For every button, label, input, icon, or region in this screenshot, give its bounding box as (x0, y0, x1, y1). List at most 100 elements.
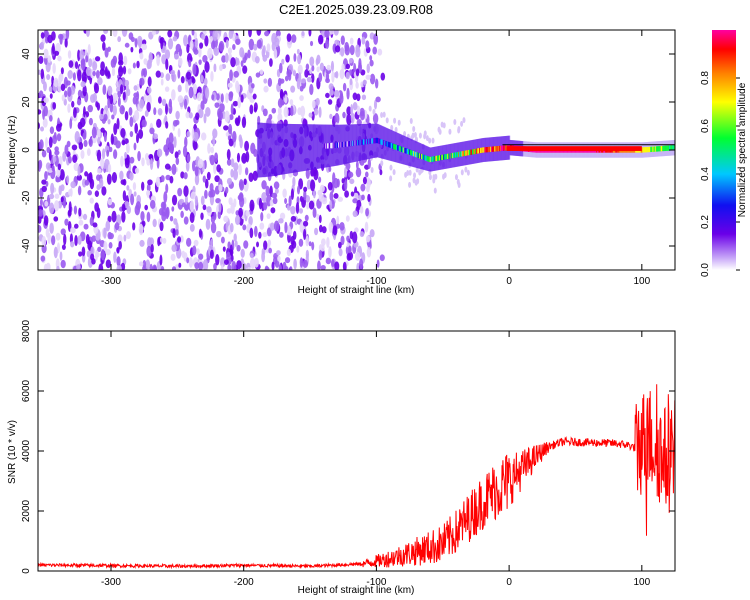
noise-cell (105, 220, 111, 232)
noise-cell (224, 52, 229, 64)
snr-x-label: Height of straight line (km) (298, 585, 415, 596)
noise-cell (56, 265, 60, 270)
spectrogram-ytick-label: 0 (21, 147, 32, 153)
noise-cell (243, 178, 247, 186)
noise-cell (96, 174, 101, 181)
noise-cell (232, 100, 239, 107)
noise-cell (220, 93, 224, 103)
noise-cell (59, 34, 63, 45)
noise-cell (280, 99, 284, 106)
noise-cell (306, 76, 312, 83)
noise-cell (353, 192, 359, 200)
noise-cell (44, 200, 49, 207)
noise-cell (41, 185, 47, 193)
noise-cell (156, 54, 160, 67)
noise-cell (54, 193, 60, 199)
noise-cell (146, 190, 151, 197)
noise-cell (40, 32, 45, 39)
noise-cell (271, 32, 277, 45)
noise-cell (51, 42, 55, 55)
snr-xtick-label: -300 (101, 577, 121, 588)
noise-cell (311, 111, 315, 121)
noise-cell (254, 225, 258, 238)
noise-cell (411, 132, 415, 139)
noise-cell (359, 258, 364, 270)
noise-cell (349, 37, 354, 45)
noise-cell (124, 157, 130, 169)
noise-cell (316, 213, 320, 220)
noise-cell (332, 225, 338, 236)
noise-cell (112, 55, 118, 65)
noise-cell (167, 38, 174, 50)
noise-cell (244, 167, 249, 176)
noise-cell (52, 62, 56, 74)
noise-cell (316, 54, 321, 65)
band-ridge (506, 146, 642, 151)
noise-cell (160, 78, 164, 86)
noise-cell (225, 186, 229, 194)
noise-cell (43, 30, 49, 39)
noise-cell (89, 216, 94, 227)
noise-cell (217, 211, 222, 220)
noise-cell (318, 106, 322, 118)
noise-cell (249, 258, 256, 269)
noise-cell (202, 54, 208, 63)
noise-cell (300, 78, 306, 84)
noise-cell (77, 49, 81, 62)
noise-cell (359, 110, 365, 121)
noise-cell (99, 68, 106, 76)
noise-cell (365, 40, 370, 49)
noise-cell (355, 81, 359, 89)
noise-cell (369, 32, 375, 40)
noise-cell (301, 31, 305, 37)
noise-cell (309, 83, 314, 96)
noise-cell (171, 244, 177, 253)
noise-cell (197, 46, 202, 58)
noise-cell (356, 262, 360, 270)
noise-cell (466, 169, 470, 176)
noise-cell (312, 207, 317, 218)
spectrogram-xtick-label: -200 (234, 276, 254, 287)
noise-cell (225, 39, 229, 49)
noise-cell (262, 232, 268, 238)
noise-cell (188, 59, 192, 68)
noise-cell (94, 56, 101, 62)
noise-cell (369, 229, 375, 238)
noise-cell (78, 141, 84, 150)
noise-cell (109, 94, 114, 105)
noise-cell (237, 96, 242, 109)
noise-cell (106, 149, 110, 157)
noise-cell (102, 41, 106, 51)
noise-cell (103, 30, 109, 34)
snr-ytick-label: 2000 (21, 499, 32, 522)
noise-cell (233, 70, 240, 78)
noise-cell (55, 177, 61, 183)
noise-cell (319, 62, 325, 72)
noise-cell (214, 152, 219, 163)
noise-cell (145, 259, 151, 270)
noise-cell (99, 113, 104, 120)
noise-cell (200, 132, 207, 141)
noise-cell (121, 203, 126, 212)
noise-cell (355, 251, 361, 261)
noise-cell (186, 154, 191, 163)
noise-cell (349, 78, 353, 86)
noise-cell (340, 47, 345, 57)
noise-cell (434, 173, 438, 180)
noise-cell (272, 197, 278, 205)
noise-cell (292, 70, 297, 77)
noise-cell (177, 69, 181, 79)
colorbar-label: Normalized spectral amplitude (737, 82, 748, 217)
noise-cell (116, 265, 122, 270)
noise-cell (149, 263, 153, 270)
noise-cell (356, 105, 361, 116)
noise-cell (393, 117, 397, 124)
noise-cell (60, 83, 66, 92)
noise-cell (361, 36, 366, 45)
noise-cell (67, 86, 72, 97)
noise-cell (45, 162, 51, 170)
noise-cell (277, 77, 282, 87)
noise-cell (196, 92, 202, 102)
noise-cell (107, 198, 113, 206)
